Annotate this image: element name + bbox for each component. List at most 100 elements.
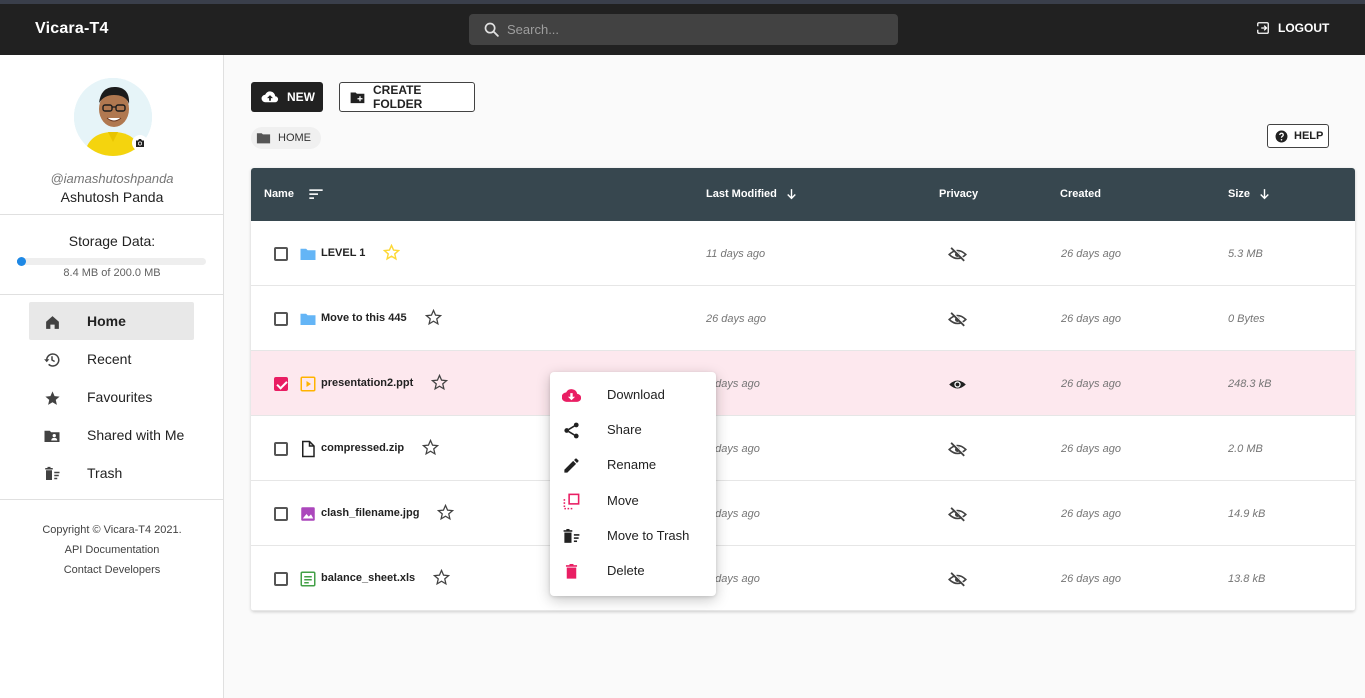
column-header-size[interactable]: Size bbox=[1228, 187, 1271, 201]
create-folder-button[interactable]: CREATE FOLDER bbox=[339, 82, 475, 112]
last-modified: 5 days ago bbox=[706, 508, 760, 520]
cloud-download-icon bbox=[561, 386, 582, 405]
sidebar-item-home[interactable]: Home bbox=[29, 302, 194, 340]
sidebar-item-label: Favourites bbox=[87, 389, 153, 405]
arrow-down-icon bbox=[1260, 189, 1269, 200]
context-menu-label: Download bbox=[607, 387, 665, 402]
file-size: 248.3 kB bbox=[1228, 378, 1272, 390]
sidebar-item-recent[interactable]: Recent bbox=[29, 340, 194, 378]
user-name: Ashutosh Panda bbox=[60, 189, 164, 205]
file-name[interactable]: clash_filename.jpg bbox=[321, 507, 420, 519]
star-filled-icon[interactable] bbox=[382, 243, 401, 262]
new-button-label: NEW bbox=[287, 90, 315, 104]
row-checkbox[interactable] bbox=[274, 442, 288, 456]
breadcrumb-home[interactable]: HOME bbox=[251, 127, 321, 149]
storage-used-text: 8.4 MB of 200.0 MB bbox=[63, 267, 161, 279]
breadcrumb-label: HOME bbox=[278, 132, 311, 144]
file-name[interactable]: LEVEL 1 bbox=[321, 247, 366, 259]
eye-off-icon[interactable] bbox=[948, 310, 967, 329]
table-row[interactable]: compressed.zip 5 days ago 26 days ago 2.0 M… bbox=[251, 416, 1355, 481]
column-header-privacy[interactable]: Privacy bbox=[939, 188, 978, 200]
row-checkbox[interactable] bbox=[274, 312, 288, 326]
sidebar-item-favourites[interactable]: Favourites bbox=[29, 378, 194, 416]
table-row[interactable]: clash_filename.jpg 5 days ago 26 days ago 1… bbox=[251, 481, 1355, 546]
file-name[interactable]: Move to this 445 bbox=[321, 312, 407, 324]
created-date: 26 days ago bbox=[1061, 443, 1121, 455]
created-date: 26 days ago bbox=[1061, 573, 1121, 585]
last-modified: 26 days ago bbox=[706, 313, 766, 325]
history-icon bbox=[43, 351, 61, 369]
star-outline-icon[interactable] bbox=[424, 308, 443, 327]
context-menu-move[interactable]: Move bbox=[550, 484, 716, 519]
eye-off-icon[interactable] bbox=[948, 245, 967, 264]
star-outline-icon[interactable] bbox=[432, 568, 451, 587]
column-header-name[interactable]: Name bbox=[264, 187, 324, 201]
file-name[interactable]: compressed.zip bbox=[321, 442, 405, 454]
context-menu-move-to-trash[interactable]: Move to Trash bbox=[550, 519, 716, 554]
file-size: 13.8 kB bbox=[1228, 573, 1266, 585]
spreadsheet-icon bbox=[299, 570, 317, 588]
column-header-modified[interactable]: Last Modified bbox=[706, 187, 798, 201]
last-modified: 5 days ago bbox=[706, 443, 760, 455]
context-menu-label: Move bbox=[607, 493, 639, 508]
row-checkbox[interactable] bbox=[274, 572, 288, 586]
presentation-icon bbox=[299, 375, 317, 393]
api-docs-link[interactable]: API Documentation bbox=[64, 544, 160, 556]
file-size: 5.3 MB bbox=[1228, 248, 1263, 260]
user-handle: @iamashutoshpanda bbox=[50, 171, 174, 186]
sidebar-item-label: Home bbox=[87, 313, 126, 329]
table-row[interactable]: presentation2.ppt 5 days ago 26 days ago 24… bbox=[251, 351, 1355, 416]
eye-off-icon[interactable] bbox=[948, 505, 967, 524]
context-menu-share[interactable]: Share bbox=[550, 413, 716, 448]
help-button[interactable]: HELP bbox=[1267, 124, 1329, 148]
context-menu-label: Move to Trash bbox=[607, 528, 690, 543]
window-top-strip bbox=[0, 0, 1365, 4]
table-row[interactable]: balance_sheet.xls 5 days ago 26 days ago 13… bbox=[251, 546, 1355, 611]
created-date: 26 days ago bbox=[1061, 508, 1121, 520]
eye-off-icon[interactable] bbox=[948, 440, 967, 459]
home-icon bbox=[43, 313, 61, 331]
eye-off-icon[interactable] bbox=[948, 570, 967, 589]
search-box[interactable] bbox=[469, 14, 898, 45]
star-outline-icon[interactable] bbox=[421, 438, 440, 457]
row-checkbox[interactable] bbox=[274, 377, 288, 391]
created-date: 26 days ago bbox=[1061, 248, 1121, 260]
sidebar-item-shared[interactable]: Shared with Me bbox=[29, 416, 194, 454]
row-checkbox[interactable] bbox=[274, 247, 288, 261]
avatar[interactable] bbox=[74, 78, 152, 156]
column-header-created[interactable]: Created bbox=[1060, 188, 1101, 200]
eye-icon[interactable] bbox=[948, 375, 967, 394]
search-icon bbox=[484, 22, 499, 37]
row-checkbox[interactable] bbox=[274, 507, 288, 521]
last-modified: 5 days ago bbox=[706, 378, 760, 390]
cloud-upload-icon bbox=[261, 91, 279, 103]
sidebar-item-label: Trash bbox=[87, 465, 123, 481]
star-outline-icon[interactable] bbox=[436, 503, 455, 522]
contact-developers-link[interactable]: Contact Developers bbox=[63, 564, 161, 576]
change-avatar-button[interactable] bbox=[132, 135, 148, 151]
pencil-icon bbox=[562, 456, 581, 475]
star-outline-icon[interactable] bbox=[430, 373, 449, 392]
file-name[interactable]: balance_sheet.xls bbox=[321, 572, 416, 584]
table-row[interactable]: LEVEL 1 11 days ago 26 days ago 5.3 MB bbox=[251, 221, 1355, 286]
app-title[interactable]: Vicara-T4 bbox=[35, 20, 109, 37]
create-folder-icon bbox=[350, 92, 365, 103]
sidebar-item-trash[interactable]: Trash bbox=[29, 454, 194, 492]
context-menu-delete[interactable]: Delete bbox=[550, 554, 716, 589]
table-row[interactable]: Move to this 445 26 days ago 26 days ago 0 … bbox=[251, 286, 1355, 351]
logout-label: LOGOUT bbox=[1278, 21, 1330, 35]
search-input[interactable] bbox=[507, 14, 887, 45]
context-menu-download[interactable]: Download bbox=[550, 378, 716, 413]
sort-lines-icon[interactable] bbox=[308, 187, 324, 201]
storage-progress-dot bbox=[17, 257, 26, 266]
logout-button[interactable]: LOGOUT bbox=[1256, 21, 1329, 35]
delete-icon bbox=[562, 562, 581, 581]
context-menu-rename[interactable]: Rename bbox=[550, 448, 716, 483]
new-button[interactable]: NEW bbox=[251, 82, 323, 112]
camera-icon bbox=[136, 139, 144, 147]
column-label: Last Modified bbox=[706, 188, 777, 200]
arrow-down-icon bbox=[787, 189, 796, 200]
context-menu-label: Share bbox=[607, 422, 642, 437]
file-name[interactable]: presentation2.ppt bbox=[321, 377, 414, 389]
context-menu-label: Rename bbox=[607, 457, 657, 472]
